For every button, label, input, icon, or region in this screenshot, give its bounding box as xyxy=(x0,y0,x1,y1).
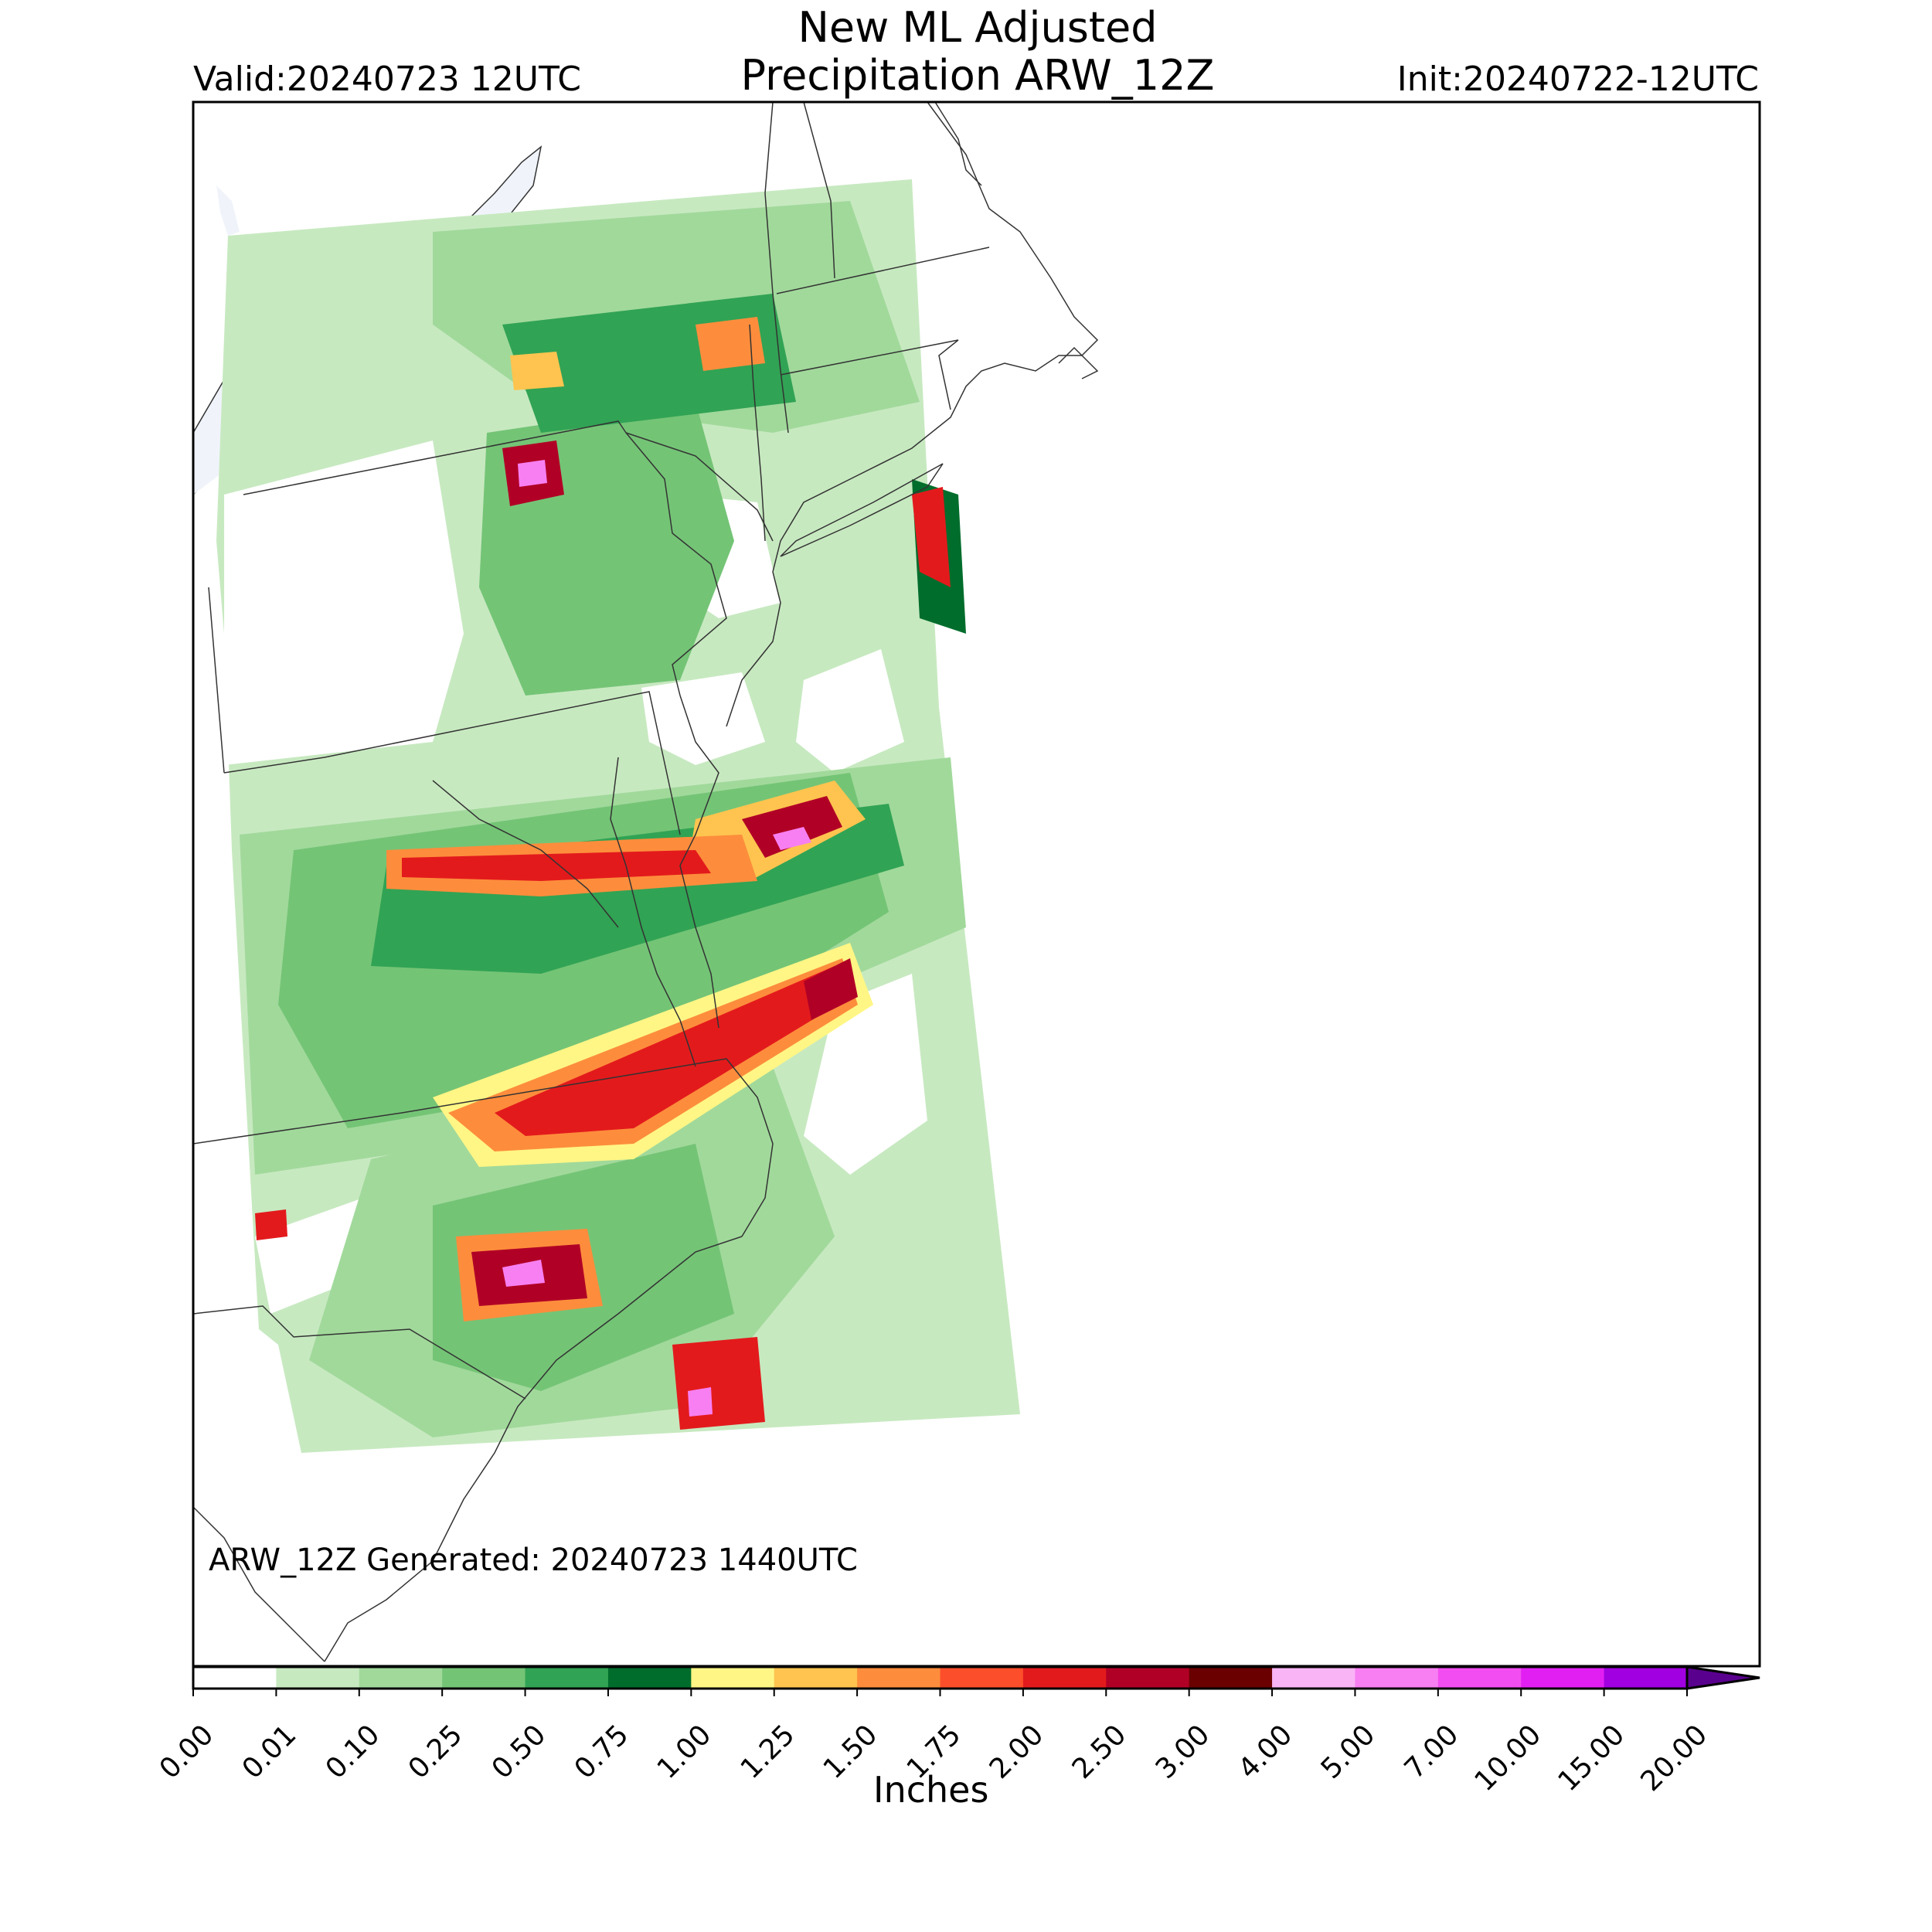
va-nc-border xyxy=(193,1058,727,1145)
colorbar-extend-arrow xyxy=(1685,1665,1760,1690)
colorbar-segment xyxy=(857,1667,940,1689)
ny-pa-border xyxy=(243,420,627,495)
precip-core-red-9 xyxy=(255,1209,287,1240)
chesapeake-bay xyxy=(610,757,696,1067)
dry-area-delmarva xyxy=(641,672,765,765)
potomac-river xyxy=(432,780,619,928)
precip-core-pink-4 xyxy=(502,1260,545,1287)
colorbar-segment xyxy=(1437,1667,1522,1689)
colorbar-segment xyxy=(1604,1667,1688,1689)
ct-ma-border xyxy=(780,339,959,376)
ne-coastline xyxy=(726,102,1099,727)
lake-fragment xyxy=(216,185,240,236)
colorbar-segment xyxy=(1272,1667,1355,1689)
vt-nh-border xyxy=(803,102,835,279)
ny-vt-border xyxy=(764,102,789,434)
precip-core-pink-7 xyxy=(688,1387,713,1417)
nj-ny-border xyxy=(625,432,774,542)
precip-core-red-1 xyxy=(495,966,850,1136)
delaware-bay xyxy=(679,695,719,1029)
chart-title-line-2: Precipitation ARW_12Z xyxy=(740,51,1215,100)
precip-core-red-7 xyxy=(672,1337,765,1430)
colorbar-segment xyxy=(607,1667,692,1689)
long-island xyxy=(780,463,944,557)
precip-core-red-2 xyxy=(742,796,842,858)
colorbar xyxy=(192,1665,1760,1696)
colorbar-segment xyxy=(1355,1667,1439,1689)
colorbar-segment xyxy=(1022,1667,1107,1689)
precip-core-pink-2 xyxy=(773,827,811,850)
valid-time-label: Valid:20240723 12UTC xyxy=(193,60,582,99)
pa-west-border xyxy=(208,587,225,774)
cape-cod xyxy=(1058,346,1099,379)
se-coastline xyxy=(324,1236,743,1662)
precip-core-red-6 xyxy=(912,487,951,587)
colorbar-segment xyxy=(774,1667,858,1689)
generated-timestamp: ARW_12Z Generated: 20240723 1440UTC xyxy=(209,1543,858,1578)
sc-coastline xyxy=(193,1506,325,1662)
colorbar-segment xyxy=(1521,1667,1605,1689)
init-time-label: Init:20240722-12UTC xyxy=(1396,60,1759,99)
colorbar-segment xyxy=(276,1667,360,1689)
chart-title-line-1: New ML Adjusted xyxy=(798,3,1158,52)
colorbar-segment xyxy=(940,1667,1024,1689)
coastlines-and-borders xyxy=(193,102,1099,1662)
precip-core-orange-8 xyxy=(696,317,765,371)
precip-core-dark-red-1 xyxy=(804,958,858,1020)
dry-area-ny xyxy=(224,440,464,765)
maine-coast xyxy=(934,102,982,186)
ri-border xyxy=(938,339,959,410)
hudson-river xyxy=(749,324,766,542)
precip-core-pink-5 xyxy=(518,460,547,487)
colorbar-segment xyxy=(525,1667,609,1689)
colorbar-segment xyxy=(193,1667,277,1689)
map-content xyxy=(193,102,1099,1662)
colorbar-label: Inches xyxy=(873,1769,989,1811)
dry-area-ocean xyxy=(796,649,904,773)
colorbar-segment xyxy=(442,1667,526,1689)
pa-md-border xyxy=(223,691,681,835)
precip-core-red-3 xyxy=(402,850,711,881)
colorbar-segment xyxy=(359,1667,443,1689)
ma-north-border xyxy=(776,247,990,294)
colorbar-segment xyxy=(1106,1667,1190,1689)
nc-sc-border xyxy=(193,1305,526,1400)
colorbar-segment xyxy=(1189,1667,1273,1689)
colorbar-segment xyxy=(691,1667,775,1689)
nj-pa-border xyxy=(625,432,727,696)
precip-core-yellow-8 xyxy=(510,352,564,390)
outer-banks xyxy=(726,1058,774,1237)
